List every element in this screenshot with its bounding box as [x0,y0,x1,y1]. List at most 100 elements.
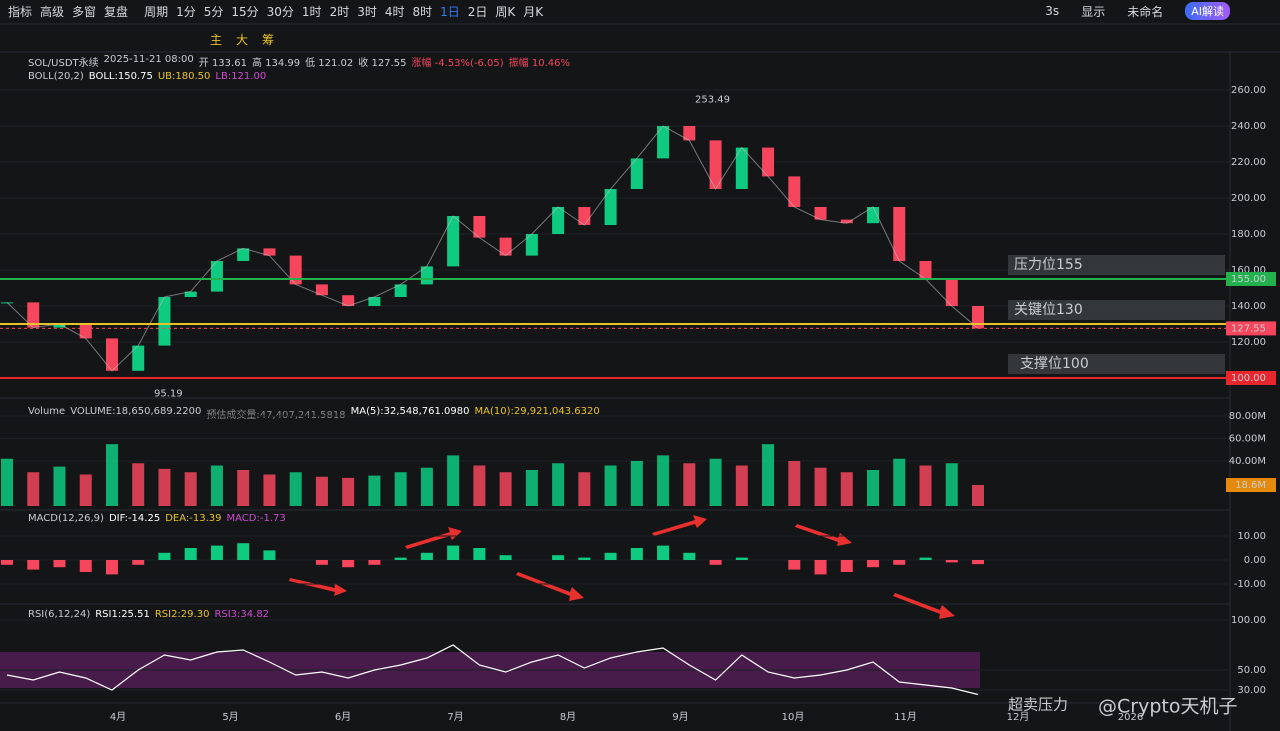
volume-bar [289,472,302,506]
volume-bar [657,455,670,506]
volume-bar [237,470,250,506]
candle [79,324,92,339]
period-button[interactable]: 8时 [412,4,433,19]
period-menu[interactable]: 周期 [144,4,169,19]
macd-bar [840,560,853,572]
macd-legend: MACD:-1.73 [226,513,286,524]
volume-bar [919,465,932,506]
x-tick-label: 10月 [782,711,805,723]
x-tick-label: 8月 [560,711,576,723]
toolbar-button[interactable]: 显示 [1081,4,1106,19]
toolbar-button[interactable]: 未命名 [1127,4,1164,19]
y-tick-label: 180.00 [1231,229,1266,240]
period-button[interactable]: 2时 [329,4,350,19]
x-tick-label: 12月 [1007,711,1030,723]
draw-tool[interactable]: 大 [236,32,249,47]
candle [210,261,223,292]
volume-bar [945,463,958,506]
period-button[interactable]: 1分 [176,4,196,19]
volume-bar [762,444,775,506]
candle [27,302,40,328]
level-label: 关键位130 [1014,302,1083,318]
candle [525,234,538,256]
macd-bar [552,555,565,560]
y-tick-label: 40.00M [1229,456,1266,467]
macd-bar [814,560,827,575]
period-button[interactable]: 1时 [301,4,322,19]
toolbar-button[interactable]: 复盘 [104,4,129,19]
candle [709,140,722,189]
volume-bar [79,474,92,506]
period-button[interactable]: 1日 [440,4,460,19]
candle [499,237,512,256]
macd-bar [263,550,276,560]
volume-bar [263,474,276,506]
period-button[interactable]: 15分 [231,4,259,19]
candle [893,207,906,261]
volume-bar [630,461,643,506]
volume-bar [735,465,748,506]
period-button[interactable]: 30分 [266,4,294,19]
macd-bar [420,552,433,560]
macd-bar [342,560,355,568]
candle [158,297,171,346]
y-tick-label: 30.00 [1237,685,1266,696]
macd-bar [1,560,13,565]
rsi-legend: RSI2:29.30 [154,609,210,620]
draw-tool[interactable]: 主 [210,32,223,47]
volume-bar [972,485,984,506]
candle [972,306,984,329]
macd-legend: DEA:-13.39 [165,513,222,524]
period-button[interactable]: 周K [495,4,516,19]
rsi-line [6,644,979,696]
candle [342,295,355,306]
macd-bar [657,545,670,560]
legend-ohlc: SOL/USDT永续 2025-11-21 08:00 开 133.61 高 134.… [28,54,570,69]
volume-tag: 18.6M [1235,480,1266,491]
y-tick-label: 140.00 [1231,301,1266,312]
period-button[interactable]: 3时 [357,4,377,19]
candle [604,189,617,225]
rsi-legend: RSI(6,12,24) [28,609,91,620]
boll-legend: UB:180.50 [157,71,211,82]
macd-bar [315,560,328,565]
draw-tool[interactable]: 筹 [262,32,275,47]
x-tick-label: 11月 [894,711,917,723]
toolbar-button[interactable]: 多窗 [72,4,97,19]
period-button[interactable]: 2日 [467,4,488,19]
toolbar: 指标 高级 多窗 复盘 周期 1分 5分 15分 30分 1时 2时 3时 4时 8时 1日 2日 周K 月K 3s… [0,0,1280,22]
boll-legend: BOLL:150.75 [88,71,153,82]
macd-bar [447,545,460,560]
y-tick-label: 80.00M [1229,411,1266,422]
candle [840,219,853,224]
volume-bar [552,463,565,506]
time: 2025-11-21 08:00 [103,54,194,65]
y-tick-label: 0.00 [1244,555,1266,566]
macd-bar [53,560,66,568]
candle [105,338,118,371]
watermark-author: @Crypto天机子 [1098,696,1237,718]
legend-rsi: RSI(6,12,24) RSI1:25.51 RSI2:29.30 RSI3:34.… [28,609,269,620]
toolbar-button[interactable]: 高级 [40,4,65,19]
price-tag-bg [1226,321,1276,336]
candle [315,284,328,296]
period-button[interactable]: 月K [523,4,544,19]
macd-bar [210,545,223,560]
period-button[interactable]: 4时 [384,4,405,19]
toolbar-button[interactable]: 指标 [8,4,33,19]
ohlc-value: 开 133.61 [198,58,247,69]
toolbar-button[interactable]: 3s [1045,4,1060,18]
candle [630,158,643,189]
period-button[interactable]: 5分 [203,4,224,19]
legend-macd: MACD(12,26,9) DIF:-14.25 DEA:-13.39 MACD:-1… [28,513,286,524]
toolbar-button[interactable]: AI解读 [1185,2,1230,20]
price-tag-bg [1226,371,1276,385]
level-label: 压力位155 [1014,257,1083,273]
candle [237,248,250,261]
macd-legend: DIF:-14.25 [108,513,161,524]
macd-legend: MACD(12,26,9) [28,513,104,524]
price-annotation: 253.49 [695,95,730,106]
volume-bar [394,472,407,506]
price-tag: 100.00 [1231,373,1266,384]
